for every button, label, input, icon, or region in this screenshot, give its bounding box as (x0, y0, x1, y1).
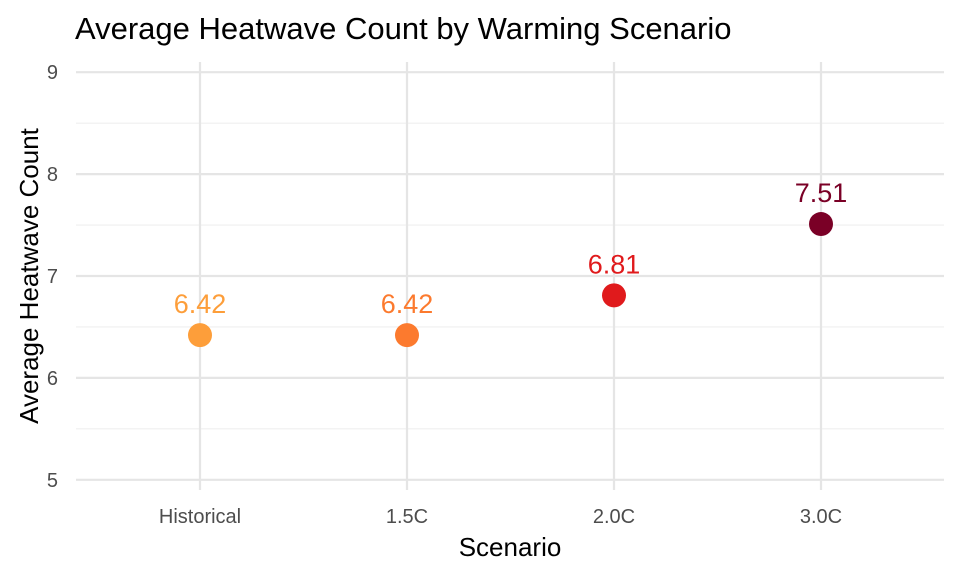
y-axis-title: Average Heatwave Count (14, 127, 44, 424)
grid (76, 62, 944, 490)
y-tick-label: 8 (47, 164, 58, 186)
y-axis-ticks: 5 6 7 8 9 (47, 62, 58, 492)
y-tick-label: 6 (47, 368, 58, 390)
data-label: 6.42 (381, 289, 434, 319)
y-tick-label: 5 (47, 470, 58, 492)
data-point (602, 283, 626, 308)
data-point (188, 323, 212, 348)
data-point (395, 323, 419, 348)
x-tick-label: 1.5C (386, 506, 428, 528)
x-tick-label: 2.0C (593, 506, 635, 528)
y-tick-label: 7 (47, 266, 58, 288)
x-tick-label: 3.0C (800, 506, 842, 528)
data-labels: 6.42 6.42 6.81 7.51 (174, 178, 848, 319)
y-tick-label: 9 (47, 62, 58, 84)
data-label: 6.42 (174, 289, 227, 319)
data-label: 7.51 (795, 178, 848, 208)
x-axis-title: Scenario (459, 532, 562, 562)
data-point (809, 212, 833, 237)
data-points (188, 212, 833, 348)
x-tick-label: Historical (159, 506, 241, 528)
chart-title: Average Heatwave Count by Warming Scenar… (75, 11, 732, 46)
x-axis-ticks: Historical 1.5C 2.0C 3.0C (159, 506, 842, 528)
data-label: 6.81 (588, 249, 641, 279)
